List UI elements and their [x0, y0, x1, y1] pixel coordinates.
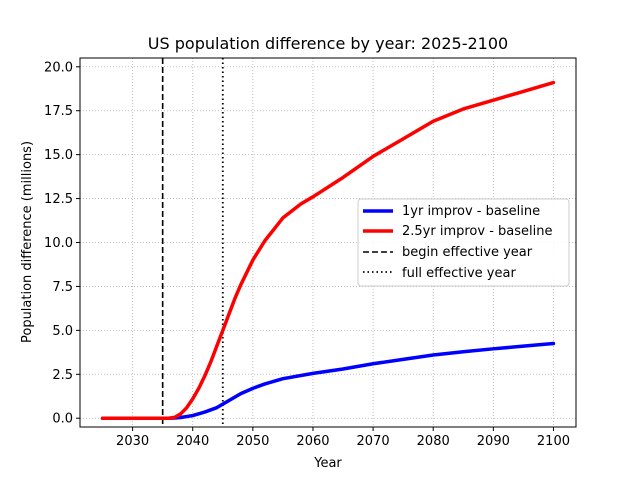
reference-lines	[161, 58, 224, 427]
y-tick-label: 12.5	[44, 192, 73, 207]
x-tick-label: 2070	[357, 434, 390, 449]
x-tick-label: 2080	[417, 434, 450, 449]
y-tick-label: 5.0	[52, 324, 73, 339]
legend-box	[357, 198, 570, 287]
y-tick-label: 15.0	[44, 148, 73, 163]
x-tick-label: 2100	[537, 434, 570, 449]
y-tick-label: 0.0	[52, 412, 73, 427]
x-tick-label: 2030	[116, 434, 149, 449]
y-tick-label: 20.0	[44, 60, 73, 75]
legend: 1yr improv - baseline 2.5yr improv - bas…	[357, 198, 570, 287]
y-tick-label: 17.5	[44, 104, 73, 119]
x-tick-label: 2060	[296, 434, 329, 449]
legend-label-2-5yr: 2.5yr improv - baseline	[402, 224, 552, 239]
legend-label-1yr: 1yr improv - baseline	[402, 204, 540, 219]
legend-label-begin: begin effective year	[402, 245, 533, 260]
x-axis-label: Year	[313, 456, 342, 471]
x-axis-ticks: 2030 2040 2050 2060 2070 2080 2090 2100	[116, 427, 570, 449]
y-tick-label: 10.0	[44, 236, 73, 251]
legend-label-full: full effective year	[402, 266, 516, 281]
x-tick-label: 2050	[236, 434, 269, 449]
series-lines	[100, 80, 556, 420]
x-tick-label: 2040	[176, 434, 209, 449]
y-axis-ticks: 0.0 2.5 5.0 7.5 10.0 12.5 15.0 17.5 20.0	[44, 60, 80, 427]
y-tick-label: 2.5	[52, 368, 73, 383]
y-axis-label: Population difference (millions)	[20, 141, 35, 343]
y-tick-label: 7.5	[52, 280, 73, 295]
chart-title: US population difference by year: 2025-2…	[148, 34, 508, 53]
x-tick-label: 2090	[477, 434, 510, 449]
series-line-2-5yr-improv-baseline	[100, 80, 556, 420]
